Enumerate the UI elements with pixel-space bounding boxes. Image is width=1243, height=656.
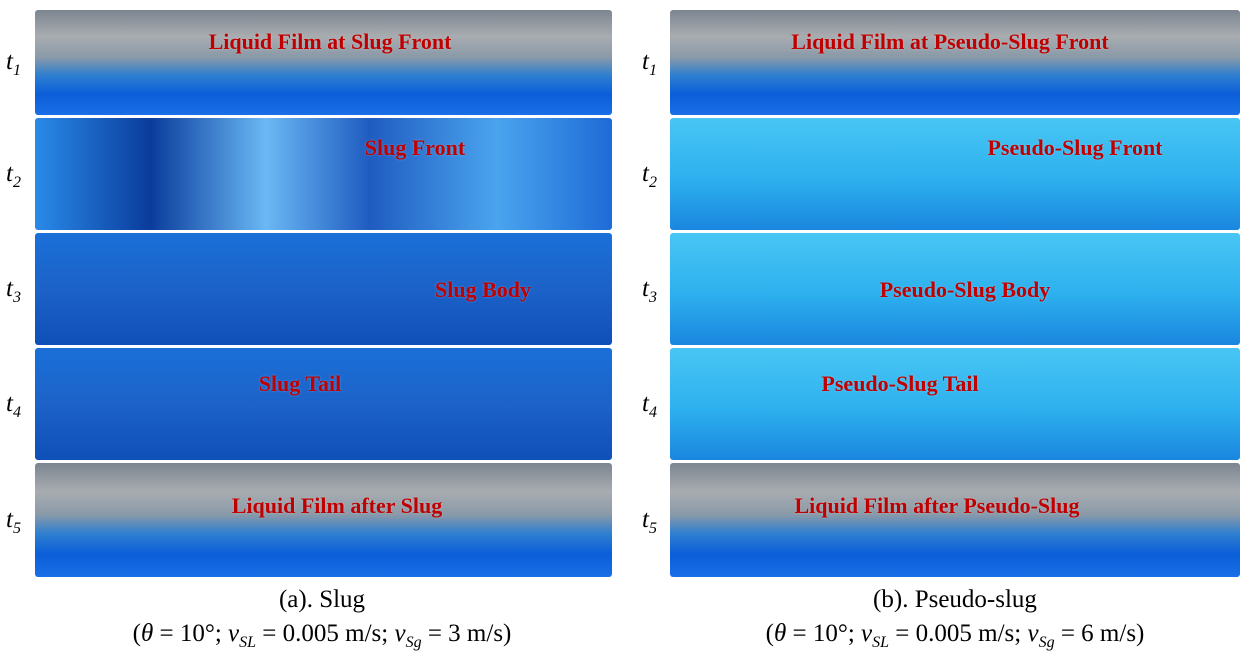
time-label: t4 [642, 390, 672, 422]
photo [670, 233, 1240, 345]
condition-part: = 6 m/s) [1054, 620, 1145, 647]
condition: (θ = 10°; vSL = 0.005 m/s; vSg = 6 m/s) [766, 620, 1145, 652]
region-label: Liquid Film after Pseudo-Slug [794, 493, 1080, 518]
time-label: t1 [642, 48, 672, 80]
time-symbol: t [642, 505, 649, 533]
time-index: 5 [12, 519, 21, 537]
time-index: 4 [648, 403, 657, 421]
region-label: Liquid Film at Pseudo-Slug Front [791, 29, 1109, 54]
time-label: t5 [6, 506, 36, 538]
time-index: 1 [648, 62, 657, 79]
condition-part: = 10°; [786, 620, 862, 647]
time-index: 5 [648, 519, 657, 537]
time-index: 3 [648, 288, 657, 306]
photo [670, 118, 1240, 230]
time-symbol: t [642, 274, 649, 302]
condition-part: Sg [1038, 634, 1055, 651]
condition: (θ = 10°; vSL = 0.005 m/s; vSg = 3 m/s) [133, 620, 512, 652]
photo [35, 463, 612, 577]
time-symbol: t [642, 48, 649, 75]
photo [35, 233, 612, 345]
time-symbol: t [6, 159, 13, 187]
condition-part: = 10°; [153, 620, 229, 647]
region-label: Liquid Film after Slug [231, 493, 443, 518]
condition-part: = 0.005 m/s; [889, 620, 1028, 647]
photo [35, 10, 612, 115]
time-symbol: t [6, 505, 13, 533]
time-label: t4 [6, 390, 36, 422]
condition-part: v [861, 620, 873, 647]
condition-part: SL [239, 634, 257, 651]
condition-part: = 0.005 m/s; [256, 620, 395, 647]
condition-part: = 3 m/s) [421, 620, 512, 647]
photo [670, 10, 1240, 115]
caption: (a). Slug [278, 586, 366, 613]
time-index: 2 [12, 173, 21, 191]
condition-part: ( [765, 620, 774, 647]
time-label: t3 [6, 275, 36, 307]
time-label: t2 [6, 160, 36, 192]
region-label: Slug Body [435, 277, 531, 302]
photo [35, 348, 612, 460]
condition-part: θ [140, 620, 154, 647]
condition-part: Sg [405, 634, 422, 651]
time-index: 2 [648, 173, 657, 191]
time-label: t2 [642, 160, 672, 192]
region-label: Slug Front [364, 135, 466, 160]
region-label: Slug Tail [258, 371, 342, 396]
time-symbol: t [642, 159, 649, 187]
time-symbol: t [6, 274, 13, 302]
condition-part: v [1027, 620, 1039, 647]
condition-part: v [228, 620, 240, 647]
time-label: t5 [642, 506, 672, 538]
photo [670, 463, 1240, 577]
condition-part: θ [773, 620, 787, 647]
region-label: Pseudo-Slug Body [879, 277, 1051, 302]
time-symbol: t [642, 389, 649, 417]
time-index: 3 [12, 288, 21, 306]
time-label: t1 [6, 48, 36, 80]
region-label: Pseudo-Slug Tail [821, 371, 979, 396]
time-label: t3 [642, 275, 672, 307]
time-symbol: t [6, 389, 13, 417]
time-index: 1 [12, 62, 21, 79]
photo [670, 348, 1240, 460]
region-label: Liquid Film at Slug Front [208, 29, 452, 54]
condition-part: SL [872, 634, 890, 651]
condition-part: v [394, 620, 406, 647]
condition-part: ( [132, 620, 141, 647]
time-index: 4 [12, 403, 21, 421]
caption: (b). Pseudo-slug [873, 586, 1037, 613]
region-label: Pseudo-Slug Front [987, 135, 1163, 160]
time-symbol: t [6, 48, 13, 75]
photo [35, 118, 612, 230]
